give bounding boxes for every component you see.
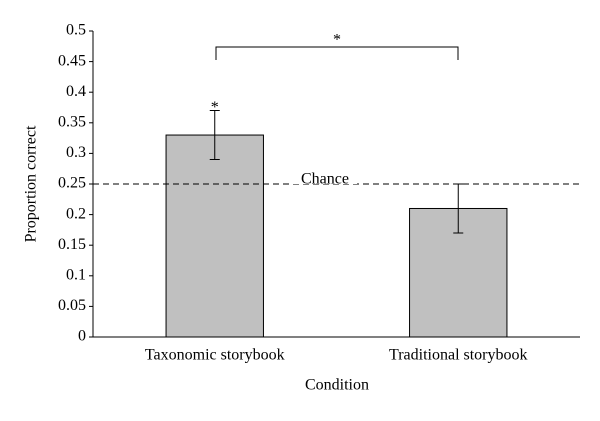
bar-annotation: * <box>211 99 219 116</box>
bar <box>165 134 264 338</box>
y-tick-label: 0.3 <box>66 144 86 161</box>
y-tick-label: 0.05 <box>58 297 86 314</box>
y-tick-label: 0.45 <box>58 52 86 69</box>
comparison-label: * <box>333 32 341 49</box>
chance-label-bg <box>293 172 357 184</box>
y-axis-label: Proportion correct <box>23 125 40 242</box>
comparison-bracket <box>215 46 459 60</box>
x-tick-label: Taxonomic storybook <box>145 347 285 364</box>
y-tick-label: 0.25 <box>58 175 86 192</box>
error-bar <box>453 183 464 234</box>
y-tick-label: 0.1 <box>66 266 86 283</box>
error-bar <box>209 110 220 161</box>
x-axis-label: Condition <box>305 377 369 394</box>
y-tick-label: 0.2 <box>66 205 86 222</box>
y-tick-label: 0.5 <box>66 22 86 39</box>
y-tick-label: 0.15 <box>58 236 86 253</box>
y-tick-label: 0 <box>78 328 86 345</box>
y-tick-label: 0.4 <box>66 83 86 100</box>
x-tick-label: Traditional storybook <box>389 347 528 364</box>
y-tick-label: 0.35 <box>58 113 86 130</box>
chance-label: Chance <box>301 171 349 188</box>
